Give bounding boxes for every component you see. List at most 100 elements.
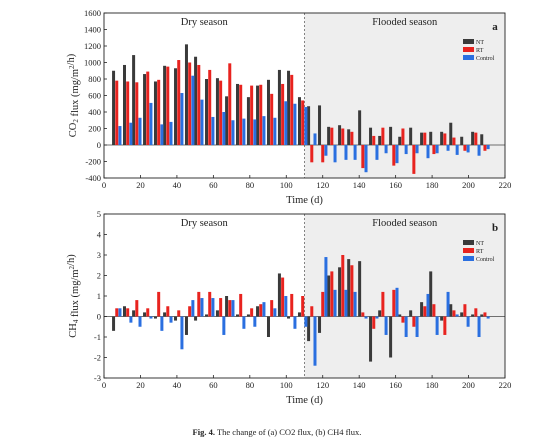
region-label-dry: Dry season: [181, 218, 229, 229]
bar-control-86: [262, 302, 266, 317]
bar-rt-41: [177, 60, 181, 145]
bar-rt-114: [310, 145, 314, 163]
y-tick-label: 1600: [84, 8, 101, 18]
x-tick-label: 140: [353, 180, 366, 190]
bar-nt-181: [429, 131, 433, 145]
bar-rt-103: [290, 74, 294, 146]
bar-rt-159: [392, 289, 396, 317]
legend-swatch-control: [463, 256, 474, 261]
bar-nt-81: [246, 97, 250, 145]
bar-control-24: [149, 316, 153, 319]
bar-control-109: [304, 107, 308, 145]
bar-rt-30: [157, 291, 161, 317]
bar-nt-41: [174, 68, 178, 145]
bar-rt-92: [270, 93, 274, 145]
bar-nt-170: [409, 310, 413, 317]
y-tick-label: -400: [85, 173, 101, 183]
bar-control-35: [169, 121, 173, 145]
bar-nt-176: [420, 132, 424, 146]
bar-control-52: [200, 99, 204, 146]
y-tick-label: 3: [97, 250, 101, 260]
bar-control-92: [273, 117, 277, 145]
x-tick-label: 40: [173, 180, 182, 190]
bar-nt-181: [429, 271, 433, 317]
bar-rt-114: [310, 306, 314, 317]
bar-control-24: [149, 102, 153, 145]
y-tick-label: 600: [88, 91, 101, 101]
figure-caption: Fig. 4. The change of (a) CO2 flux, (b) …: [0, 427, 554, 437]
legend-label-control: Control: [476, 56, 495, 62]
bar-control-209: [486, 145, 490, 150]
bar-rt-170: [412, 145, 416, 174]
bar-rt-81: [250, 85, 254, 145]
bar-control-131: [344, 145, 348, 160]
bar-rt-86: [259, 84, 263, 145]
bar-nt-204: [471, 314, 475, 317]
bar-nt-187: [440, 316, 444, 321]
bar-control-18: [138, 316, 142, 327]
bar-nt-7: [112, 70, 116, 145]
panel-label: b: [492, 222, 498, 234]
bar-control-148: [375, 145, 379, 160]
bar-nt-92: [266, 79, 270, 145]
bar-nt-209: [480, 314, 484, 317]
bar-nt-69: [225, 96, 229, 145]
bar-rt-120: [321, 145, 325, 163]
bar-nt-69: [225, 296, 229, 317]
bar-rt-136: [350, 265, 354, 317]
bar-nt-98: [277, 273, 281, 317]
bar-rt-86: [259, 304, 263, 317]
bar-control-198: [466, 316, 470, 327]
bar-rt-142: [361, 145, 365, 169]
bar-rt-176: [423, 306, 427, 317]
x-tick-label: 80: [246, 180, 255, 190]
bar-control-47: [191, 300, 195, 317]
bar-nt-204: [471, 131, 475, 145]
bar-control-81: [253, 119, 257, 145]
x-tick-label: 120: [316, 380, 329, 390]
x-tick-label: 20: [136, 180, 145, 190]
bar-rt-120: [321, 291, 325, 317]
bar-nt-30: [153, 81, 157, 145]
bar-control-64: [222, 112, 226, 145]
bar-rt-92: [270, 300, 274, 317]
bar-control-92: [273, 308, 277, 317]
bar-nt-13: [123, 64, 126, 145]
bar-control-204: [477, 145, 481, 156]
bar-control-64: [222, 316, 226, 335]
bar-rt-209: [483, 145, 487, 151]
x-tick-label: 60: [209, 180, 218, 190]
bar-control-7: [118, 126, 122, 145]
bar-rt-98: [281, 83, 285, 145]
bar-nt-209: [480, 134, 484, 145]
bar-control-75: [242, 118, 246, 145]
bar-nt-187: [440, 131, 444, 145]
bar-rt-35: [166, 306, 170, 317]
bar-control-176: [426, 293, 430, 317]
legend-swatch-nt: [463, 39, 474, 44]
y-tick-label: 2: [97, 271, 101, 281]
bar-nt-159: [389, 316, 393, 358]
bar-nt-114: [307, 316, 311, 342]
x-tick-label: 20: [136, 380, 145, 390]
x-tick-label: 220: [499, 380, 512, 390]
bar-control-170: [415, 316, 419, 337]
bar-rt-69: [228, 63, 232, 145]
bar-control-114: [313, 133, 317, 145]
bar-control-142: [364, 316, 368, 319]
bar-rt-125: [330, 271, 334, 317]
x-tick-label: 200: [462, 180, 475, 190]
bar-control-69: [231, 300, 235, 317]
y-tick-label: -200: [85, 157, 101, 167]
bar-rt-204: [474, 308, 478, 317]
bar-rt-148: [372, 135, 376, 145]
bar-control-181: [435, 316, 439, 335]
bar-nt-35: [163, 312, 167, 317]
bar-control-98: [284, 101, 288, 145]
x-tick-label: 160: [389, 180, 402, 190]
bar-control-187: [446, 291, 450, 317]
bar-rt-198: [463, 145, 467, 151]
bar-control-86: [262, 116, 266, 146]
bar-nt-198: [460, 136, 464, 145]
bar-nt-103: [287, 70, 291, 145]
